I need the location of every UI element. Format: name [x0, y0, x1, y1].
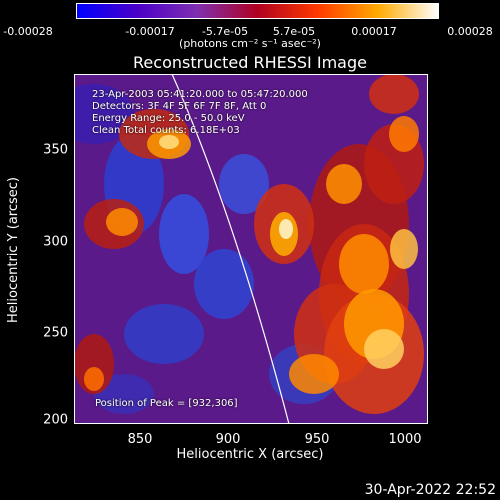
colorbar-tick: -5.7e-05: [201, 25, 249, 38]
x-tick: 850: [127, 432, 153, 447]
y-tick: 300: [43, 234, 68, 250]
timestamp: 30-Apr-2022 22:52: [364, 482, 496, 498]
intensity-blob: [124, 304, 204, 364]
y-tick: 200: [43, 412, 68, 428]
colorbar-tick: 5.7e-05: [272, 25, 316, 38]
colorbar-tick: 0.00017: [351, 25, 397, 38]
intensity-blob: [389, 116, 419, 152]
colorbar-units: (photons cm⁻² s⁻¹ asec⁻²): [179, 37, 321, 50]
intensity-blob: [364, 329, 404, 369]
intensity-blob: [194, 249, 254, 319]
intensity-blob: [326, 164, 362, 204]
info-energy-range: Energy Range: 25.0 - 50.0 keV: [92, 113, 245, 124]
x-tick: 900: [215, 432, 241, 447]
colorbar-tick: -0.00028: [3, 25, 53, 38]
intensity-blob: [159, 135, 179, 149]
intensity-blob: [279, 219, 293, 239]
intensity-blob: [289, 354, 339, 394]
intensity-blob: [219, 154, 269, 214]
x-tick: 1000: [388, 432, 422, 447]
y-tick: 250: [43, 325, 68, 341]
intensity-blob: [390, 229, 418, 269]
colorbar: [76, 3, 439, 19]
intensity-blob: [106, 208, 138, 236]
image-title: Reconstructed RHESSI Image: [133, 53, 367, 72]
x-tick: 950: [304, 432, 330, 447]
info-detectors: Detectors: 3F 4F 5F 6F 7F 8F, Att 0: [92, 101, 267, 112]
x-axis-label: Heliocentric X (arcsec): [176, 447, 324, 462]
y-tick: 350: [43, 142, 68, 158]
colorbar-tick: 0.00028: [447, 25, 493, 38]
intensity-blob: [94, 374, 154, 414]
y-axis-label: Heliocentric Y (arcsec): [6, 177, 21, 323]
info-time-range: 23-Apr-2003 05:41:20.000 to 05:47:20.000: [92, 89, 308, 100]
intensity-blob: [84, 367, 104, 391]
intensity-blob: [369, 74, 419, 114]
image-blobs: [74, 74, 424, 414]
info-peak-position: Position of Peak = [932,306]: [95, 398, 238, 409]
rhessi-image-plot: [74, 74, 428, 424]
intensity-blob: [159, 194, 209, 274]
solar-limb-line: [171, 74, 290, 424]
intensity-blob: [74, 84, 134, 144]
plot-frame: [74, 74, 428, 424]
intensity-blob: [339, 234, 389, 294]
colorbar-tick: -0.00017: [125, 25, 175, 38]
info-clean-counts: Clean Total counts: 6.18E+03: [92, 125, 240, 136]
